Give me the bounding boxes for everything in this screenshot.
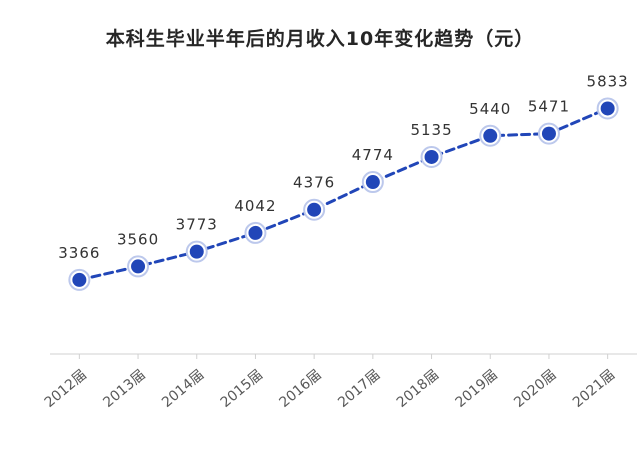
data-label: 4042 bbox=[234, 197, 276, 215]
series-line bbox=[77, 106, 610, 282]
x-tick-label: 2020届 bbox=[511, 367, 559, 411]
data-point bbox=[189, 244, 204, 259]
x-tick-label: 2018届 bbox=[394, 367, 442, 411]
data-point bbox=[600, 101, 615, 116]
data-label: 4774 bbox=[352, 146, 394, 164]
x-tick-label: 2019届 bbox=[453, 367, 501, 411]
data-label: 3773 bbox=[176, 216, 218, 234]
x-tick-label: 2012届 bbox=[42, 367, 90, 411]
data-label: 5135 bbox=[410, 121, 452, 139]
data-label: 5440 bbox=[469, 100, 511, 118]
data-point bbox=[307, 202, 322, 217]
x-tick-label: 2014届 bbox=[159, 367, 207, 411]
data-point bbox=[365, 175, 380, 190]
x-tick-label: 2016届 bbox=[276, 367, 324, 411]
data-point bbox=[483, 128, 498, 143]
data-label: 5833 bbox=[587, 72, 629, 90]
data-point bbox=[248, 225, 263, 240]
x-tick-label: 2013届 bbox=[100, 367, 148, 411]
data-label: 5471 bbox=[528, 98, 570, 116]
data-point bbox=[541, 126, 556, 141]
x-tick-label: 2015届 bbox=[218, 367, 266, 411]
data-point bbox=[131, 259, 146, 274]
x-tick-label: 2017届 bbox=[335, 367, 383, 411]
data-label: 3560 bbox=[117, 230, 159, 248]
data-label: 4376 bbox=[293, 174, 335, 192]
data-point bbox=[72, 272, 87, 287]
data-label: 3366 bbox=[58, 244, 100, 262]
x-tick-label: 2021届 bbox=[570, 367, 618, 411]
data-point bbox=[424, 149, 439, 164]
chart-title: 本科生毕业半年后的月收入10年变化趋势（元） bbox=[105, 28, 535, 50]
